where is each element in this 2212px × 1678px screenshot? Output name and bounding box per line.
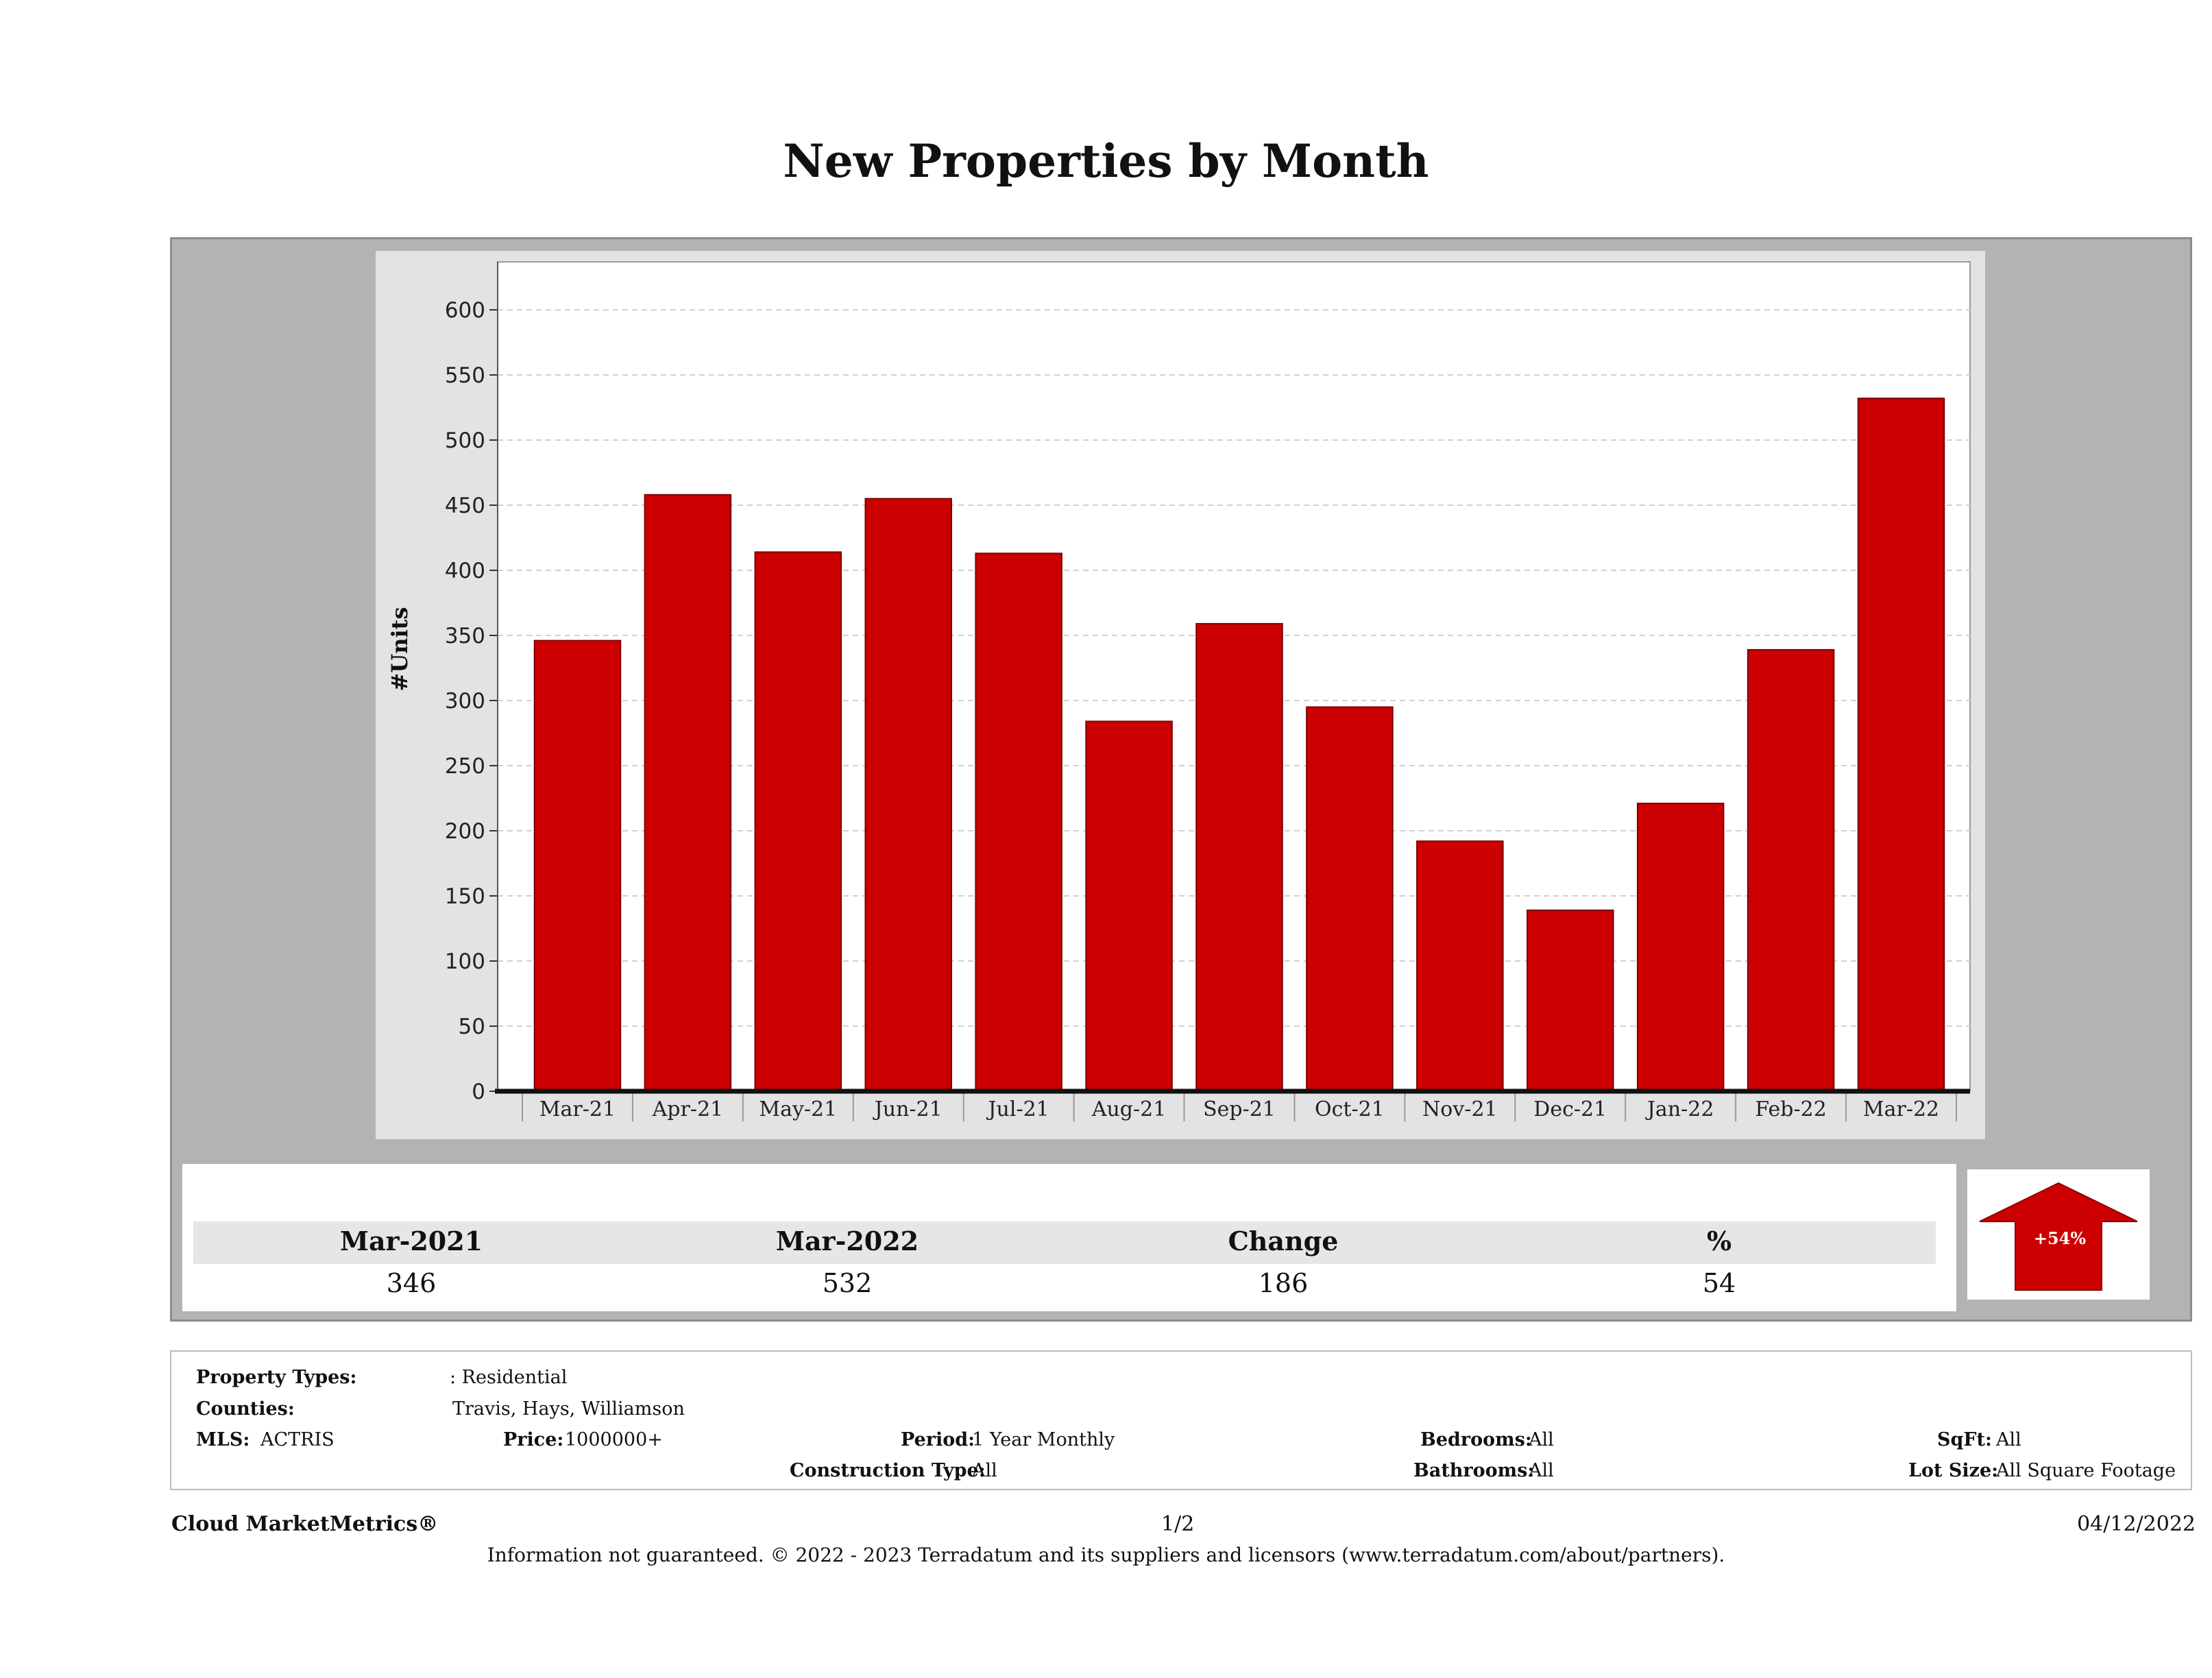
bar bbox=[975, 552, 1062, 1092]
bar bbox=[1747, 648, 1835, 1092]
summary-value-start: 346 bbox=[386, 1268, 437, 1298]
x-tick-label: Jun-21 bbox=[873, 1097, 943, 1121]
bar bbox=[1857, 398, 1945, 1092]
bar bbox=[754, 551, 842, 1092]
bedrooms-value: All bbox=[1529, 1429, 1554, 1450]
x-tick-label: Mar-21 bbox=[539, 1097, 616, 1121]
x-tick-label: Feb-22 bbox=[1755, 1097, 1826, 1121]
bathrooms-label: Bathrooms: bbox=[1413, 1460, 1535, 1481]
summary-value-end: 532 bbox=[822, 1268, 873, 1298]
price-label: Price: bbox=[503, 1429, 564, 1450]
y-tick-label: 250 bbox=[445, 754, 485, 779]
footer-date: 04/12/2022 bbox=[2077, 1512, 2196, 1536]
summary-header-percent: % bbox=[1706, 1226, 1732, 1256]
y-tick-label: 550 bbox=[445, 363, 485, 388]
mls-value: ACTRIS bbox=[260, 1429, 335, 1450]
x-tick-label: Oct-21 bbox=[1315, 1097, 1385, 1121]
criteria-panel bbox=[170, 1350, 2192, 1490]
bedrooms-label: Bedrooms: bbox=[1420, 1429, 1532, 1450]
summary-value-change: 186 bbox=[1258, 1268, 1309, 1298]
x-tick-label: Dec-21 bbox=[1533, 1097, 1607, 1121]
summary-header-start: Mar-2021 bbox=[339, 1226, 483, 1256]
sqft-value: All bbox=[1996, 1429, 2021, 1450]
y-tick-label: 350 bbox=[445, 624, 485, 648]
y-tick-label: 200 bbox=[445, 819, 485, 844]
y-tick-label: 450 bbox=[445, 494, 485, 518]
footer-brand: Cloud MarketMetrics® bbox=[171, 1512, 439, 1536]
y-tick-label: 0 bbox=[472, 1080, 485, 1104]
summary-value-band bbox=[193, 1265, 1936, 1305]
counties-label: Counties: bbox=[196, 1398, 295, 1420]
property-types-label: Property Types: bbox=[196, 1367, 357, 1388]
y-tick-label: 500 bbox=[445, 428, 485, 453]
summary-header-change: Change bbox=[1228, 1226, 1339, 1256]
lot-size-label: Lot Size: bbox=[1908, 1460, 1999, 1481]
x-tick-label: Aug-21 bbox=[1091, 1097, 1167, 1121]
x-tick-label: Jan-22 bbox=[1645, 1097, 1714, 1121]
mls-label: MLS: bbox=[196, 1429, 250, 1450]
property-types-value: : Residential bbox=[450, 1367, 568, 1388]
change-arrow-box bbox=[1967, 1169, 2150, 1300]
y-tick-label: 100 bbox=[445, 949, 485, 974]
y-tick-label: 150 bbox=[445, 884, 485, 909]
counties-value: Travis, Hays, Williamson bbox=[452, 1398, 685, 1420]
lot-size-value: All Square Footage bbox=[1996, 1460, 2176, 1481]
period-value: 1 Year Monthly bbox=[972, 1429, 1115, 1450]
x-tick-label: Sep-21 bbox=[1203, 1097, 1276, 1121]
bar bbox=[1085, 720, 1173, 1092]
y-tick-label: 300 bbox=[445, 689, 485, 714]
bathrooms-value: All bbox=[1529, 1460, 1554, 1481]
construction-label: Construction Type: bbox=[790, 1460, 986, 1481]
period-label: Period: bbox=[901, 1429, 975, 1450]
bar bbox=[1306, 706, 1394, 1092]
bar bbox=[864, 498, 952, 1092]
y-tick-label: 600 bbox=[445, 298, 485, 323]
bar-chart: 0 50 100 150 200 250 300 350 400 450 500 550 600 Mar-… bbox=[387, 261, 1971, 1121]
bar bbox=[1416, 840, 1504, 1092]
x-tick-label: Jul-21 bbox=[986, 1097, 1049, 1121]
x-tick-label: May-21 bbox=[759, 1097, 837, 1121]
x-tick-label: Nov-21 bbox=[1422, 1097, 1498, 1121]
footer-page-number: 1/2 bbox=[1161, 1512, 1195, 1536]
bar bbox=[533, 640, 622, 1092]
y-axis-label: #Units bbox=[387, 607, 413, 692]
x-tick-label: Apr-21 bbox=[652, 1097, 724, 1121]
y-tick-label: 400 bbox=[445, 559, 485, 583]
up-arrow-icon bbox=[1979, 1182, 2138, 1291]
summary-header-end: Mar-2022 bbox=[775, 1226, 919, 1256]
price-value: 1000000+ bbox=[565, 1429, 663, 1450]
bar bbox=[1636, 803, 1725, 1092]
summary-top-band bbox=[193, 1174, 1936, 1219]
bar bbox=[1527, 909, 1614, 1093]
y-tick-label: 50 bbox=[459, 1014, 485, 1039]
summary-value-percent: 54 bbox=[1702, 1268, 1736, 1298]
x-tick-label: Mar-22 bbox=[1863, 1097, 1939, 1121]
bar bbox=[644, 494, 732, 1092]
change-arrow-label: +54% bbox=[2033, 1228, 2087, 1248]
summary-header-band bbox=[193, 1221, 1936, 1264]
page-title: New Properties by Month bbox=[783, 134, 1429, 188]
footer-disclaimer: Information not guaranteed. © 2022 - 202… bbox=[487, 1544, 1725, 1566]
sqft-label: SqFt: bbox=[1937, 1429, 1992, 1450]
construction-value: All bbox=[972, 1460, 997, 1481]
bar bbox=[1195, 622, 1283, 1092]
